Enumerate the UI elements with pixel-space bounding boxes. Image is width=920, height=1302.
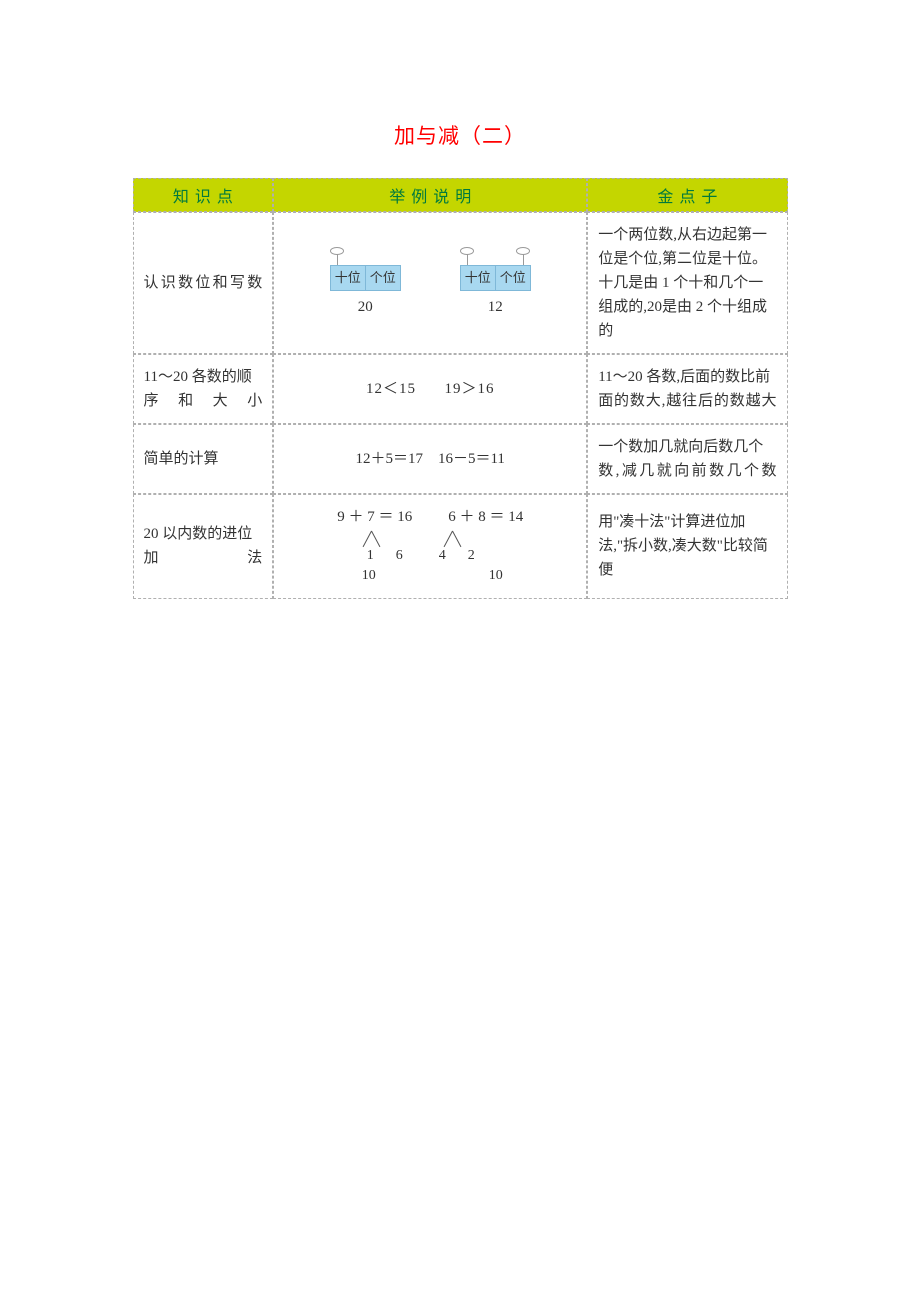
dc-split-num: 4: [439, 545, 446, 567]
dc-mid: 6: [448, 509, 456, 525]
table-row: 20 以内数的进位加法 9 ＋ 7 ＝ 16: [133, 494, 788, 599]
tip-cell: 用"凑十法"计算进位加法,"拆小数,凑大数"比较简便: [587, 494, 787, 599]
place-label: 十位: [330, 265, 366, 292]
example-cell: 12＜15 19＞16: [273, 354, 587, 424]
calc-b: 16－5＝11: [438, 451, 505, 467]
place-label: 十位: [460, 265, 496, 292]
example-cell: 12＋5＝17 16－5＝11: [273, 424, 587, 494]
place-label: 个位: [496, 265, 531, 292]
pv-number: 20: [358, 295, 373, 319]
tip-cell: 一个数加几就向后数几个数,减几就向前数几个数: [587, 424, 787, 494]
decomposition-diagram: 9 ＋ 7 ＝ 16 1 6: [284, 505, 576, 588]
place-value-diagram: 十位 个位 20 十位 个位: [284, 247, 576, 320]
table-row: 认识数位和写数 十位 个位 20: [133, 212, 788, 354]
col-header-kp: 知识点: [133, 178, 274, 212]
tip-cell: 11～20 各数,后面的数比前面的数大,越往后的数越大: [587, 354, 787, 424]
tip-cell: 一个两位数,从右边起第一位是个位,第二位是十位。十几是由 1 个十和几个一组成的…: [587, 212, 787, 354]
example-cell: 十位 个位 20 十位 个位: [273, 212, 587, 354]
place-label: 个位: [366, 265, 401, 292]
page-title: 加与减（二）: [130, 120, 790, 150]
table-row: 简单的计算 12＋5＝17 16－5＝11 一个数加几就向后数几个数,减几就向前…: [133, 424, 788, 494]
kp-cell: 11～20 各数的顺序和大小: [133, 354, 274, 424]
col-header-tip: 金点子: [587, 178, 787, 212]
dc-bottom: 10: [468, 565, 523, 587]
comparison-b: 19＞16: [444, 381, 494, 397]
dc-split-num: 2: [468, 545, 475, 567]
kp-cell: 认识数位和写数: [133, 212, 274, 354]
dc-text: ＋ 8 ＝ 14: [456, 509, 524, 525]
col-header-example: 举例说明: [273, 178, 587, 212]
dc-split-num: 1: [367, 545, 374, 567]
dc-bottom: 10: [325, 565, 412, 587]
calc-a: 12＋5＝17: [355, 451, 423, 467]
pv-number: 12: [488, 295, 503, 319]
knowledge-table: 知识点 举例说明 金点子 认识数位和写数: [133, 178, 788, 599]
dc-mid: 7: [367, 509, 375, 525]
kp-cell: 简单的计算: [133, 424, 274, 494]
comparison-a: 12＜15: [366, 381, 416, 397]
dc-text: ＝ 16: [375, 509, 413, 525]
kp-cell: 20 以内数的进位加法: [133, 494, 274, 599]
example-cell: 9 ＋ 7 ＝ 16 1 6: [273, 494, 587, 599]
table-row: 11～20 各数的顺序和大小 12＜15 19＞16 11～20 各数,后面的数…: [133, 354, 788, 424]
dc-text: 9 ＋: [337, 509, 367, 525]
